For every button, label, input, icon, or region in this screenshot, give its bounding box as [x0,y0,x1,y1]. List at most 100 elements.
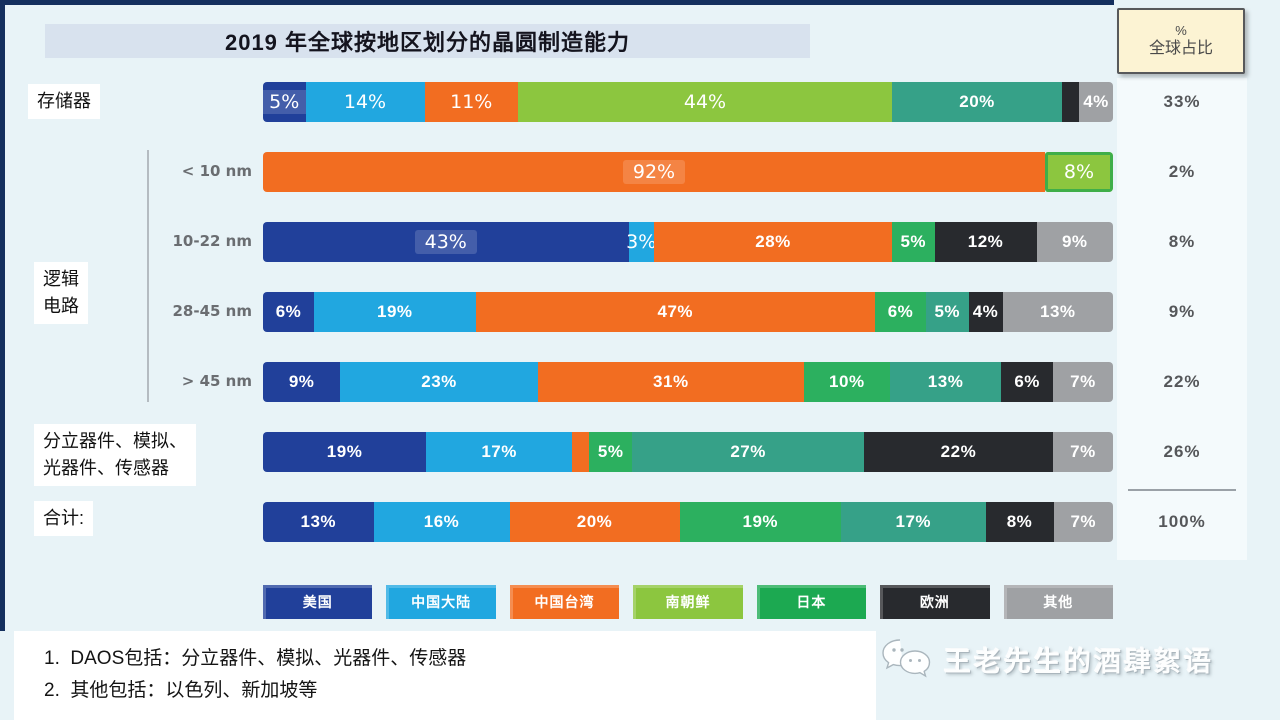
segment-value-label: 5% [900,232,927,251]
bar-segment-10-22nm-europe: 12% [934,222,1037,262]
watermark-text: 王老先生的酒肆絮语 [944,646,1214,677]
segment-value-label: 17% [895,512,932,531]
bar-segment-10-22nm-others: 9% [1036,222,1113,262]
frame-left-border [0,0,5,631]
global-share-note-unit: % [1175,23,1187,38]
segment-value-label: 6% [1014,372,1040,391]
segment-value-label: 10% [829,372,865,391]
bar-segment-28-45nm-us: 6% [263,292,314,332]
segment-value-label: 13% [300,512,337,531]
bar-segment-daos-japan: 27% [632,432,864,472]
bar-28-45nm: 6% 19% 47% 6% 5% 4% 13% [263,292,1113,332]
bar-segment-10-22nm-us: 43% [263,222,629,262]
bar-segment-gt45nm-korea: 10% [803,362,890,402]
segment-value-label: 44% [683,91,727,113]
global-share-note: % 全球占比 [1117,8,1245,74]
legend-item-korea: 南朝鲜 [633,585,743,619]
segment-value-label: 3% [626,231,657,253]
segment-value-label: 5% [934,302,961,321]
segment-value-label: 92% [622,160,686,184]
legend-item-others: 其他 [1003,585,1113,619]
legend-item-taiwan: 中国台湾 [509,585,620,619]
segment-value-label: 22% [940,442,977,461]
legend-item-us: 美国 [263,585,373,619]
bar-segment-memory-europe [1062,82,1079,122]
segment-value-label: 23% [421,372,457,391]
row-total-10-22nm: 8% [1168,232,1196,251]
segment-value-label: 12% [967,232,1004,251]
footnote-1: 1. DAOS包括：分立器件、模拟、光器件、传感器 [44,648,467,669]
bar-segment-10-22nm-china: 3% [626,222,657,262]
bar-segment-28-45nm-korea: 6% [875,292,926,332]
bar-segment-memory-others: 4% [1079,82,1113,122]
bar-total: 13% 16% 20% 19% 17% 8% 7% [263,502,1113,542]
segment-value-label: 9% [288,372,315,391]
legend: 美国 中国大陆 中国台湾 南朝鲜 日本 欧洲 其他 [263,585,1113,619]
bar-segment-gt45nm-japan: 13% [889,362,1002,402]
bar-segment-lt10nm-taiwan: 92% [263,152,1045,192]
bar-segment-28-45nm-china: 19% [314,292,476,332]
row-sublabel-28-45nm: 28-45 nm [172,302,252,320]
segment-value-label: 19% [326,442,363,461]
bar-segment-memory-china: 14% [305,82,425,122]
row-total-gt45nm: 22% [1163,372,1201,391]
bar-daos: 19% 17% 5% 27% 22% 7% [263,432,1113,472]
bar-segment-daos-china: 17% [426,432,573,472]
legend-item-japan: 日本 [756,585,867,619]
segment-value-label: 7% [1070,442,1096,461]
footnote-panel: 1. DAOS包括：分立器件、模拟、光器件、传感器 2. 其他包括：以色列、新加… [14,631,876,720]
bar-gt45nm: 9% 23% 31% 10% 13% 6% 7% [263,362,1113,402]
bar-segment-28-45nm-others: 13% [1002,292,1113,332]
segment-value-label: 5% [597,442,624,461]
segment-value-label: 31% [653,372,689,391]
totals-sum-line [1128,489,1236,491]
category-label-total: 合计: [34,501,94,536]
bar-segment-10-22nm-korea: 5% [892,222,935,262]
watermark: 王老先生的酒肆絮语 [880,636,1214,682]
category-label-daos: 分立器件、模拟、 光器件、传感器 [34,424,196,486]
segment-value-label: 11% [450,91,493,113]
segment-value-label: 7% [1070,512,1097,531]
bar-segment-memory-korea_light: 44% [518,82,892,122]
segment-value-label: 17% [481,442,517,461]
bar-segment-daos-taiwan [572,432,590,472]
segment-value-label: 28% [755,232,791,251]
footnote-2: 2. 其他包括：以色列、新加坡等 [44,680,318,701]
segment-value-label: 20% [576,512,613,531]
row-total-lt10nm: 2% [1168,162,1196,181]
segment-value-label: 13% [927,372,964,391]
legend-item-europe: 欧洲 [880,585,990,619]
bar-segment-total-europe: 8% [985,502,1054,542]
row-total-total: 100% [1158,512,1206,531]
segment-value-label: 20% [959,92,995,111]
bar-segment-total-china: 16% [373,502,510,542]
bar-segment-memory-us: 5% [263,82,310,122]
segment-value-label: 13% [1039,302,1076,321]
legend-item-china: 中国大陆 [386,585,496,619]
bar-segment-total-others: 7% [1053,502,1113,542]
page-title: 2019 年全球按地区划分的晶圆制造能力 [224,30,631,55]
bar-segment-28-45nm-europe: 4% [968,292,1003,332]
row-sublabel-lt10nm: < 10 nm [181,162,252,180]
segment-value-label: 9% [1061,232,1088,251]
bar-memory: 5% 14% 11% 44% 20% 4% [263,82,1113,122]
bar-segment-daos-korea: 5% [589,432,633,472]
segment-value-label: 27% [730,442,766,461]
totals-column-background [1117,78,1247,560]
category-label-logic: 逻辑 电路 [34,262,88,324]
category-label-memory: 存储器 [28,84,100,119]
logic-group-divider [147,150,149,402]
segment-value-label: 43% [414,230,477,254]
bar-segment-lt10nm-korea_light: 8% [1045,152,1113,192]
bar-segment-gt45nm-taiwan: 31% [537,362,804,402]
segment-value-label: 14% [343,91,387,113]
segment-value-label: 7% [1070,372,1096,391]
bar-segment-total-us: 13% [263,502,374,542]
row-sublabel-10-22nm: 10-22 nm [172,232,252,250]
row-total-daos: 26% [1163,442,1201,461]
bar-segment-daos-us: 19% [263,432,427,472]
row-sublabel-gt45nm: > 45 nm [181,372,252,390]
segment-value-label: 4% [972,302,999,321]
bar-segment-gt45nm-europe: 6% [1001,362,1053,402]
global-share-note-label: 全球占比 [1148,40,1213,57]
